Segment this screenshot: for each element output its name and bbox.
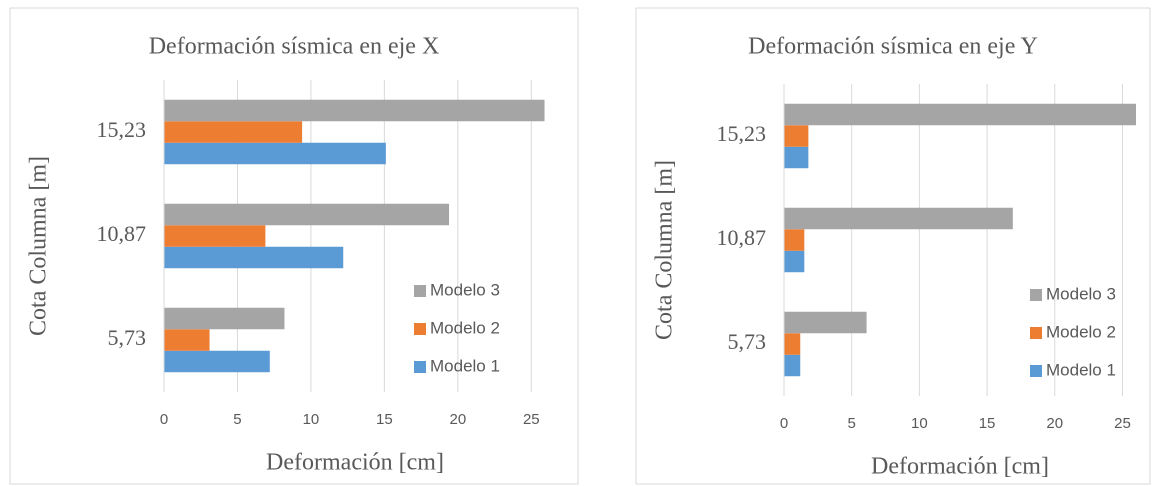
x-tick-label: 25 xyxy=(1114,415,1131,432)
bar xyxy=(164,99,545,122)
legend-swatch xyxy=(414,323,426,335)
chart-title: Deformación sísmica en eje X xyxy=(149,34,440,60)
bar xyxy=(784,354,801,377)
panel-border xyxy=(635,7,1151,485)
legend-label: Modelo 1 xyxy=(430,356,500,375)
bar xyxy=(784,333,801,355)
y-tick-label: 15,23 xyxy=(717,121,767,146)
y-tick-label: 5,73 xyxy=(108,325,147,350)
bar xyxy=(164,307,285,330)
x-tick-label: 15 xyxy=(979,415,996,432)
bar xyxy=(784,229,805,251)
legend-label: Modelo 3 xyxy=(430,280,500,299)
legend-label: Modelo 3 xyxy=(1046,284,1116,303)
panel-border xyxy=(9,7,579,485)
bar xyxy=(784,250,805,273)
y-tick-label: 10,87 xyxy=(97,221,147,246)
bar xyxy=(784,125,809,147)
legend-label: Modelo 2 xyxy=(430,318,500,337)
y-tick-label: 5,73 xyxy=(728,329,767,354)
legend-label: Modelo 2 xyxy=(1046,322,1116,341)
y-axis-label: Cota Columna [m] xyxy=(652,160,678,340)
bar xyxy=(164,121,303,143)
bar xyxy=(784,146,809,169)
legend-swatch xyxy=(414,361,426,373)
bar xyxy=(164,203,450,226)
x-tick-label: 10 xyxy=(303,411,320,428)
bar xyxy=(784,207,1013,230)
y-axis-label: Cota Columna [m] xyxy=(26,156,52,336)
bar xyxy=(784,311,867,334)
legend-swatch xyxy=(414,285,426,297)
bar xyxy=(164,225,266,247)
bar xyxy=(164,142,386,165)
bar xyxy=(784,103,1136,126)
legend-swatch xyxy=(1030,327,1042,339)
x-tick-label: 10 xyxy=(911,415,928,432)
chart-title: Deformación sísmica en eje Y xyxy=(748,34,1038,60)
x-tick-label: 0 xyxy=(160,411,168,428)
y-tick-label: 10,87 xyxy=(717,225,767,250)
x-tick-label: 0 xyxy=(780,415,788,432)
x-tick-label: 5 xyxy=(848,415,856,432)
bar xyxy=(164,246,344,269)
x-tick-label: 20 xyxy=(1046,415,1063,432)
x-tick-label: 25 xyxy=(523,411,540,428)
x-tick-label: 5 xyxy=(233,411,241,428)
y-tick-label: 15,23 xyxy=(97,117,147,142)
legend-label: Modelo 1 xyxy=(1046,360,1116,379)
legend-swatch xyxy=(1030,365,1042,377)
bar xyxy=(164,329,210,351)
x-tick-label: 15 xyxy=(376,411,393,428)
x-tick-label: 20 xyxy=(450,411,467,428)
bar xyxy=(164,350,270,373)
x-axis-label: Deformación [cm] xyxy=(266,450,444,476)
x-axis-label: Deformación [cm] xyxy=(871,454,1049,480)
legend-swatch xyxy=(1030,289,1042,301)
